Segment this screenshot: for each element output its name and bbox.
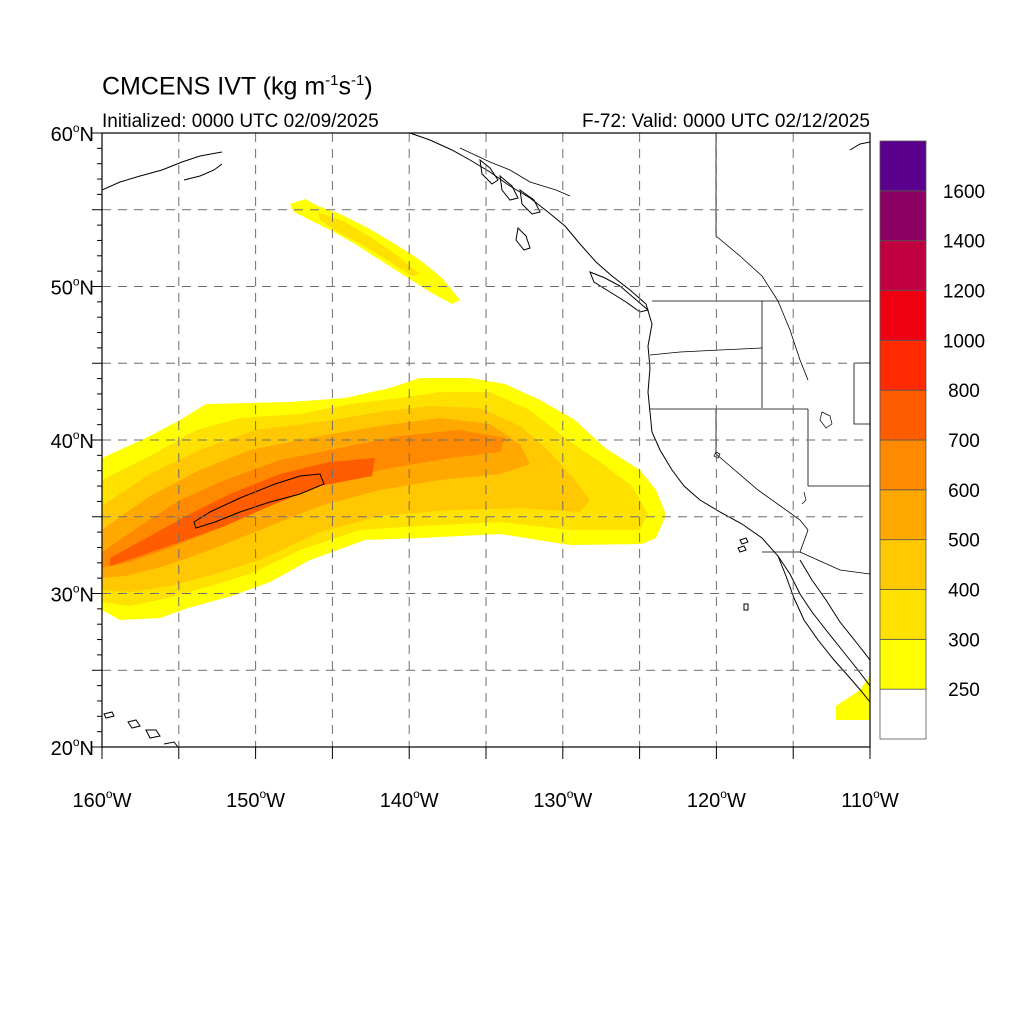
colorbar-swatch — [879, 140, 927, 192]
colorbar-swatch — [879, 240, 927, 291]
figure-title: CMCENS IVT (kg m-1s-1) — [102, 72, 373, 101]
colorbar-label: 1200 — [943, 282, 985, 303]
colorbar-label: 400 — [948, 581, 980, 602]
map-frame — [101, 132, 871, 748]
graticule — [102, 133, 870, 747]
colorbar-swatch — [879, 589, 927, 640]
valid-time: F-72: Valid: 0000 UTC 02/12/2025 — [582, 111, 870, 132]
colorbar-label: 600 — [948, 481, 980, 502]
colorbar: 250 300 400 500 600 700 800 1000 1200 1400 1600 — [879, 140, 985, 740]
colorbar-swatch — [879, 688, 927, 740]
lon-label: 140oW — [380, 787, 439, 812]
initialized-time: Initialized: 0000 UTC 02/09/2025 — [102, 111, 379, 132]
colorbar-label: 500 — [948, 531, 980, 552]
lon-label: 150oW — [226, 787, 285, 812]
colorbar-label: 1000 — [943, 331, 985, 352]
ivt-band-700 — [110, 458, 375, 566]
colorbar-swatch — [879, 190, 927, 242]
colorbar-swatch — [879, 638, 927, 690]
colorbar-label: 1400 — [943, 232, 985, 253]
lon-label: 110oW — [841, 787, 899, 812]
colorbar-label: 700 — [948, 431, 980, 452]
lat-label: 60oN — [51, 121, 94, 146]
lon-label: 130oW — [533, 787, 592, 812]
colorbar-swatch — [879, 489, 927, 541]
axis-ticks — [92, 132, 871, 759]
lakes — [713, 411, 833, 505]
ivt-band-baja — [836, 676, 870, 720]
colorbar-swatch — [879, 439, 927, 491]
colorbar-label: 250 — [948, 680, 980, 701]
lat-label: 40oN — [51, 428, 94, 453]
lat-label: 30oN — [51, 582, 94, 607]
colorbar-label: 1600 — [943, 182, 985, 203]
colorbar-swatch — [879, 539, 927, 590]
lon-label: 120oW — [687, 787, 746, 812]
colorbar-label: 300 — [948, 630, 980, 651]
lat-label: 50oN — [51, 275, 94, 300]
colorbar-swatch — [879, 389, 927, 441]
latitude-labels: 20oN 30oN 40oN 50oN 60oN — [51, 121, 94, 760]
colorbar-swatch — [879, 290, 927, 341]
lon-label: 160oW — [73, 787, 132, 812]
ivt-shading — [102, 199, 870, 720]
ivt-band-north-arc-inner — [318, 212, 420, 276]
ivt-max-contour — [193, 473, 325, 529]
longitude-labels: 160oW 150oW 140oW 130oW 120oW 110oW — [73, 787, 899, 812]
colorbar-swatch — [879, 339, 927, 391]
lat-label: 20oN — [51, 735, 94, 760]
colorbar-label: 800 — [948, 381, 980, 402]
